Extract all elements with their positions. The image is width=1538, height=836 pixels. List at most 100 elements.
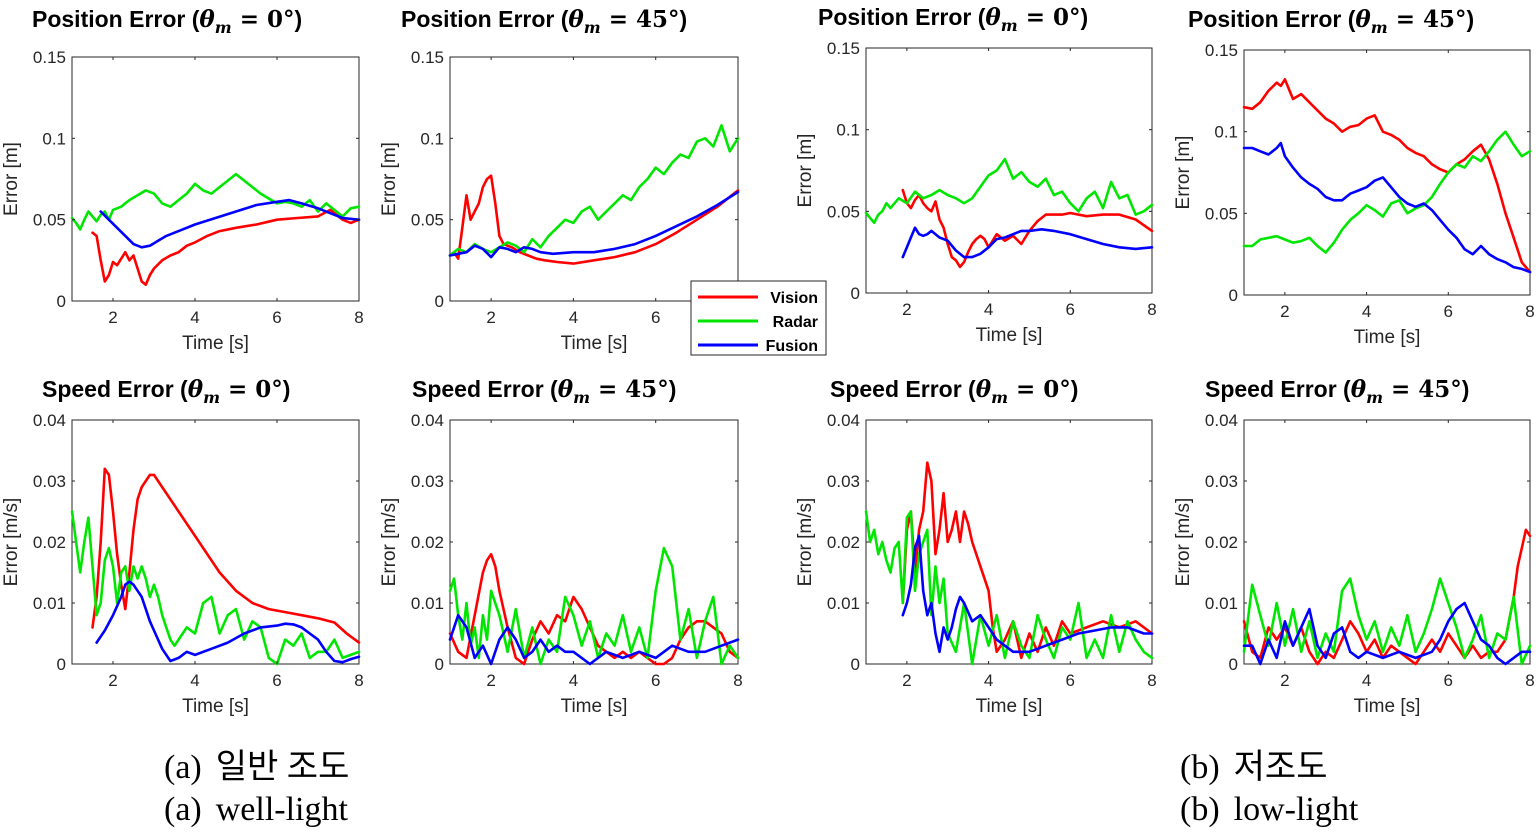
chart-title-close: ) <box>679 6 687 32</box>
chart-title-theta: θ <box>568 6 584 33</box>
chart-title: Position Error (θm = 0°) <box>32 6 302 37</box>
y-axis-label: Error [m] <box>379 142 400 216</box>
legend-label-vision: Vision <box>770 290 818 307</box>
chart-title-close: ) <box>1071 376 1079 402</box>
y-tick-label: 0.04 <box>1205 411 1238 430</box>
y-tick-label: 0.01 <box>33 594 66 613</box>
chart-title-angle: = 45° <box>601 6 680 33</box>
y-tick-label: 0.05 <box>1205 204 1238 223</box>
chart-title: Speed Error (θm = 45°) <box>412 376 676 407</box>
x-tick-label: 6 <box>1066 300 1075 319</box>
y-tick-label: 0.05 <box>411 211 444 230</box>
y-tick-label: 0 <box>1229 286 1238 305</box>
chart-title: Position Error (θm = 45°) <box>401 6 687 37</box>
caption-a-korean-label: (a) <box>164 749 202 786</box>
y-tick-label: 0.15 <box>1205 41 1238 60</box>
y-tick-label: 0.03 <box>827 472 860 491</box>
x-tick-label: 4 <box>984 671 993 690</box>
legend-label-fusion: Fusion <box>766 338 818 355</box>
x-tick-label: 6 <box>272 671 281 690</box>
chart-title-text: Position Error ( <box>401 6 569 32</box>
caption-b-korean-label: (b) <box>1180 749 1220 786</box>
y-tick-label: 0.05 <box>827 202 860 221</box>
y-tick-label: 0 <box>57 655 66 674</box>
x-tick-label: 6 <box>272 308 281 327</box>
x-tick-label: 6 <box>651 308 660 327</box>
y-tick-label: 0.1 <box>420 129 444 148</box>
x-tick-label: 4 <box>569 671 578 690</box>
y-axis-label: Error [m] <box>795 134 816 208</box>
chart-title: Speed Error (θm = 0°) <box>42 376 290 407</box>
caption-b-korean: (b) 저조도 <box>1180 739 1328 788</box>
caption-b-korean-text: 저조도 <box>1234 749 1328 786</box>
x-tick-label: 8 <box>1525 302 1534 321</box>
chart-title-close: ) <box>1462 376 1470 402</box>
chart-title-close: ) <box>1080 4 1088 30</box>
chart-title: Speed Error (θm = 45°) <box>1205 376 1469 407</box>
y-tick-label: 0.15 <box>411 48 444 67</box>
chart-title-angle: = 45° <box>590 376 669 403</box>
y-tick-label: 0.02 <box>33 533 66 552</box>
chart-pos-a0: 2 4 6 8 0 0.05 0.1 0.15 Time [s] Error [m] Positio… <box>1 6 364 354</box>
legend: VisionRadarFusion <box>691 281 826 355</box>
y-tick-label: 0.1 <box>836 121 860 140</box>
chart-title-subscript: m <box>1366 388 1383 407</box>
caption-b-english-label: (b) <box>1180 791 1220 828</box>
x-axis-label: Time [s] <box>976 325 1043 346</box>
caption-b-english-text: low-light <box>1234 791 1359 828</box>
chart-title-text: Speed Error ( <box>830 376 976 402</box>
x-tick-label: 6 <box>1444 302 1453 321</box>
figure: 2 4 6 8 0 0.05 0.1 0.15 Time [s] Error [m] Positio… <box>0 0 1538 836</box>
chart-title-angle: = 0° <box>220 376 283 403</box>
chart-title-theta: θ <box>1351 376 1367 403</box>
x-tick-label: 2 <box>486 671 495 690</box>
chart-title-subscript: m <box>203 388 220 407</box>
x-tick-label: 6 <box>651 671 660 690</box>
chart-pos-b0: 2 4 6 800.050.10.15Time [s]Error [m]Positio… <box>795 4 1157 346</box>
chart-title-theta: θ <box>1355 6 1371 33</box>
y-tick-label: 0 <box>435 655 444 674</box>
chart-title-angle: = 0° <box>1008 376 1071 403</box>
chart-title-close: ) <box>1466 6 1474 32</box>
chart-title-angle: = 0° <box>1018 4 1081 31</box>
chart-title-theta: θ <box>558 376 574 403</box>
y-tick-label: 0.04 <box>827 411 860 430</box>
chart-title-text: Speed Error ( <box>412 376 558 402</box>
chart-title-text: Position Error ( <box>1188 6 1356 32</box>
plot-area <box>450 420 738 664</box>
y-tick-label: 0.02 <box>411 533 444 552</box>
y-tick-label: 0 <box>851 284 860 303</box>
x-tick-label: 4 <box>190 308 199 327</box>
x-tick-label: 2 <box>902 671 911 690</box>
y-tick-label: 0.01 <box>1205 594 1238 613</box>
x-axis-label: Time [s] <box>561 696 628 717</box>
chart-spd-b0: 2 4 6 8 0 0.01 0.02 0.03 0.04 Time [s] Error [m/s]… <box>795 376 1157 717</box>
x-tick-label: 4 <box>1362 671 1371 690</box>
x-tick-label: 8 <box>354 308 363 327</box>
chart-title-close: ) <box>294 6 302 32</box>
x-tick-label: 4 <box>984 300 993 319</box>
y-tick-label: 0.02 <box>1205 533 1238 552</box>
x-tick-label: 4 <box>569 308 578 327</box>
chart-title: Position Error (θm = 0°) <box>818 4 1088 35</box>
y-axis-label: Error [m/s] <box>795 498 816 587</box>
chart-title: Speed Error (θm = 0°) <box>830 376 1078 407</box>
chart-title-close: ) <box>669 376 677 402</box>
y-axis-label: Error [m/s] <box>379 498 400 587</box>
x-tick-label: 4 <box>1362 302 1371 321</box>
y-tick-label: 0.01 <box>827 594 860 613</box>
y-axis-label: Error [m/s] <box>1173 498 1194 587</box>
x-axis-label: Time [s] <box>182 333 249 354</box>
y-tick-label: 0.03 <box>33 472 66 491</box>
chart-title-subscript: m <box>584 18 601 37</box>
chart-title-angle: = 45° <box>1388 6 1467 33</box>
y-axis-label: Error [m] <box>1 142 22 216</box>
y-tick-label: 0.05 <box>33 211 66 230</box>
y-tick-label: 0.15 <box>827 39 860 58</box>
chart-title-text: Position Error ( <box>32 6 200 32</box>
y-tick-label: 0.1 <box>1214 123 1238 142</box>
chart-title-text: Position Error ( <box>818 4 986 30</box>
x-tick-label: 4 <box>190 671 199 690</box>
y-tick-label: 0.01 <box>411 594 444 613</box>
chart-title-angle: = 0° <box>232 6 295 33</box>
